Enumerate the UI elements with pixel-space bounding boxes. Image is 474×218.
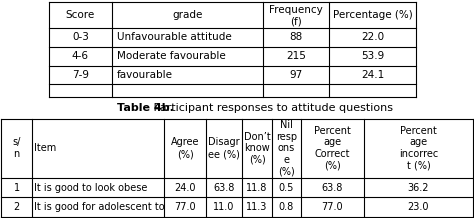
Text: 1: 1: [14, 182, 20, 192]
Text: 24.0: 24.0: [174, 182, 196, 192]
Text: 77.0: 77.0: [174, 202, 196, 212]
Text: s/
n: s/ n: [12, 138, 21, 159]
Text: Percent
age
Correct
(%): Percent age Correct (%): [314, 126, 351, 171]
Text: Don’t
know
(%): Don’t know (%): [244, 132, 270, 165]
Text: It is good to look obese: It is good to look obese: [35, 182, 148, 192]
Text: Item: Item: [35, 143, 56, 153]
Text: 88: 88: [289, 32, 302, 43]
Text: 63.8: 63.8: [322, 182, 343, 192]
Text: 22.0: 22.0: [361, 32, 384, 43]
Text: 53.9: 53.9: [361, 51, 384, 61]
Text: 11.3: 11.3: [246, 202, 268, 212]
Text: favourable: favourable: [117, 70, 173, 80]
Text: 0.8: 0.8: [279, 202, 294, 212]
Text: Frequency
(f): Frequency (f): [269, 5, 323, 26]
Text: 215: 215: [286, 51, 306, 61]
Text: 23.0: 23.0: [408, 202, 429, 212]
Text: Unfavourable attitude: Unfavourable attitude: [117, 32, 232, 43]
Text: 77.0: 77.0: [322, 202, 343, 212]
Text: 36.2: 36.2: [408, 182, 429, 192]
Text: 97: 97: [289, 70, 302, 80]
Text: Agree
(%): Agree (%): [171, 138, 200, 159]
Text: 4-6: 4-6: [72, 51, 89, 61]
Text: 0-3: 0-3: [72, 32, 89, 43]
Text: Moderate favourable: Moderate favourable: [117, 51, 226, 61]
Text: 11.8: 11.8: [246, 182, 268, 192]
Text: Score: Score: [66, 10, 95, 20]
Text: 63.8: 63.8: [213, 182, 235, 192]
Text: 7-9: 7-9: [72, 70, 89, 80]
Text: It is good for adolescent to: It is good for adolescent to: [35, 202, 165, 212]
Text: Percentage (%): Percentage (%): [333, 10, 412, 20]
Text: 0.5: 0.5: [279, 182, 294, 192]
Text: Nil
resp
ons
e
(%): Nil resp ons e (%): [276, 120, 297, 177]
Text: Disagr
ee (%): Disagr ee (%): [208, 138, 240, 159]
Text: 11.0: 11.0: [213, 202, 235, 212]
Text: Participant responses to attitude questions: Participant responses to attitude questi…: [150, 103, 393, 113]
Text: Table 4b.: Table 4b.: [117, 103, 173, 113]
Text: 24.1: 24.1: [361, 70, 384, 80]
Text: grade: grade: [173, 10, 203, 20]
Text: 2: 2: [14, 202, 20, 212]
Text: Percent
age
incorrec
t (%): Percent age incorrec t (%): [399, 126, 438, 171]
